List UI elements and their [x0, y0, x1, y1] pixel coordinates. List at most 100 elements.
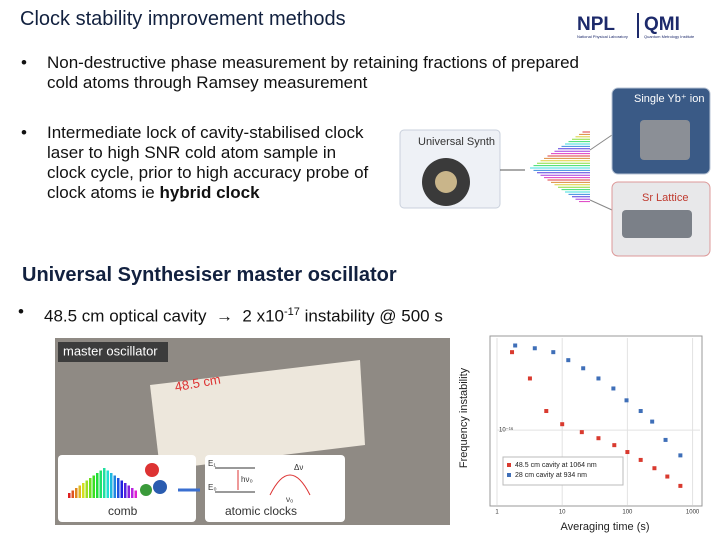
- point: [579, 430, 584, 435]
- comb-bar: [117, 478, 120, 498]
- point: [510, 350, 515, 355]
- point: [665, 474, 670, 479]
- comb-panel: [58, 455, 196, 522]
- comb-bar: [82, 483, 85, 498]
- lineshape: [269, 474, 311, 496]
- bullet: Non-destructive phase measurement by ret…: [21, 53, 607, 93]
- comb-bar: [124, 483, 127, 498]
- legend-entry: 48.5 cm cavity at 1064 nm: [515, 462, 597, 469]
- photo-label: atomic clocks: [225, 504, 297, 518]
- x-tick-label: 1000: [686, 510, 700, 516]
- point: [612, 443, 617, 448]
- section-title: Universal Synthesiser master oscillator: [22, 264, 397, 286]
- comb-bar: [110, 473, 113, 498]
- logo: QMI: [644, 14, 680, 35]
- point: [596, 436, 601, 441]
- comb-bar: [78, 485, 81, 498]
- point: [566, 358, 571, 363]
- comb-bar: [127, 485, 130, 498]
- point: [652, 466, 657, 471]
- point: [638, 457, 643, 462]
- comb-bar: [120, 480, 123, 498]
- comb-bar: [75, 488, 78, 498]
- legend-box: [502, 456, 624, 486]
- point: [624, 398, 629, 403]
- slide-title: Clock stability improvement methods: [20, 8, 346, 30]
- comb-bar: [96, 473, 99, 498]
- superscript: -17: [284, 306, 300, 318]
- arrow: [589, 134, 613, 151]
- x-tick-label: 100: [622, 510, 633, 516]
- point: [581, 366, 586, 371]
- comb-bars: [68, 468, 137, 498]
- bullet-text: instability @ 500 s: [304, 306, 443, 326]
- diagram-label: Universal Synth: [418, 136, 495, 148]
- point: [625, 450, 630, 455]
- symbol: E₀: [208, 483, 217, 492]
- logo-box: [574, 14, 636, 38]
- comb-bar: [85, 480, 88, 498]
- legend-marker: [507, 463, 511, 467]
- logo-caption: Quantum Metrology Institute: [644, 34, 695, 39]
- symbol: E₁: [208, 459, 216, 468]
- symbol: hν₀: [241, 475, 253, 484]
- bullet: 48.5 cm optical cavity → 2 x10-17 instab…: [18, 302, 544, 327]
- sr-image-detail: [622, 210, 692, 238]
- bullet-bold: hybrid clock: [159, 183, 260, 202]
- point: [551, 350, 556, 355]
- point: [527, 376, 532, 381]
- comb-spectrum: [530, 131, 590, 203]
- comb-bar: [131, 488, 134, 498]
- yb-image-detail: [640, 120, 690, 160]
- comb-bar: [103, 468, 106, 498]
- point: [650, 419, 655, 424]
- symbol: Δν: [294, 463, 303, 472]
- bullet: Intermediate lock of cavity-stabilised c…: [21, 123, 377, 203]
- logo: NPL: [577, 14, 615, 35]
- comb-bar: [134, 490, 137, 498]
- bullet-text: 2 x10: [242, 306, 285, 326]
- clock-panel: [205, 455, 345, 522]
- bullet-text: 48.5 cm optical cavity: [44, 306, 207, 326]
- symbol: ν₀: [286, 495, 293, 504]
- point: [663, 437, 668, 442]
- cavity-photo: [150, 360, 365, 470]
- comb-bar: [92, 475, 95, 498]
- x-axis-label: Averaging time (s): [560, 521, 649, 533]
- comb-bar: [71, 490, 74, 498]
- point: [560, 422, 565, 427]
- comb-bar: [99, 470, 102, 498]
- comb-bar: [68, 493, 71, 498]
- point: [513, 343, 518, 348]
- photo-label: comb: [108, 504, 138, 518]
- point: [638, 409, 643, 414]
- synth-image: [435, 171, 457, 193]
- arrow: [589, 199, 613, 211]
- point: [532, 346, 537, 351]
- point: [678, 453, 683, 458]
- legend-marker: [507, 473, 511, 477]
- y-tick-label: 10⁻¹⁶: [499, 427, 514, 434]
- point: [678, 483, 683, 488]
- point: [544, 409, 549, 414]
- point: [596, 376, 601, 381]
- icon: [140, 484, 152, 496]
- icon: [153, 480, 167, 494]
- bullet-text: Intermediate lock of cavity-stabilised c…: [47, 123, 369, 202]
- diagram-label: Single Yb⁺ ion: [634, 93, 704, 105]
- photo-label: master oscillator: [63, 343, 158, 358]
- arrow-glyph: →: [215, 306, 233, 326]
- point: [611, 386, 616, 391]
- icon: [145, 463, 159, 477]
- comb-bar: [113, 475, 116, 498]
- photo-banner: [58, 342, 168, 362]
- x-tick-label: 10: [559, 510, 566, 516]
- y-axis-label: Frequency instability: [458, 367, 470, 468]
- legend-entry: 28 cm cavity at 934 nm: [515, 472, 587, 479]
- comb-bar: [89, 478, 92, 498]
- diagram-label: Sr Lattice: [642, 192, 688, 204]
- logo-caption: National Physical Laboratory: [577, 34, 628, 39]
- comb-bar: [106, 470, 109, 498]
